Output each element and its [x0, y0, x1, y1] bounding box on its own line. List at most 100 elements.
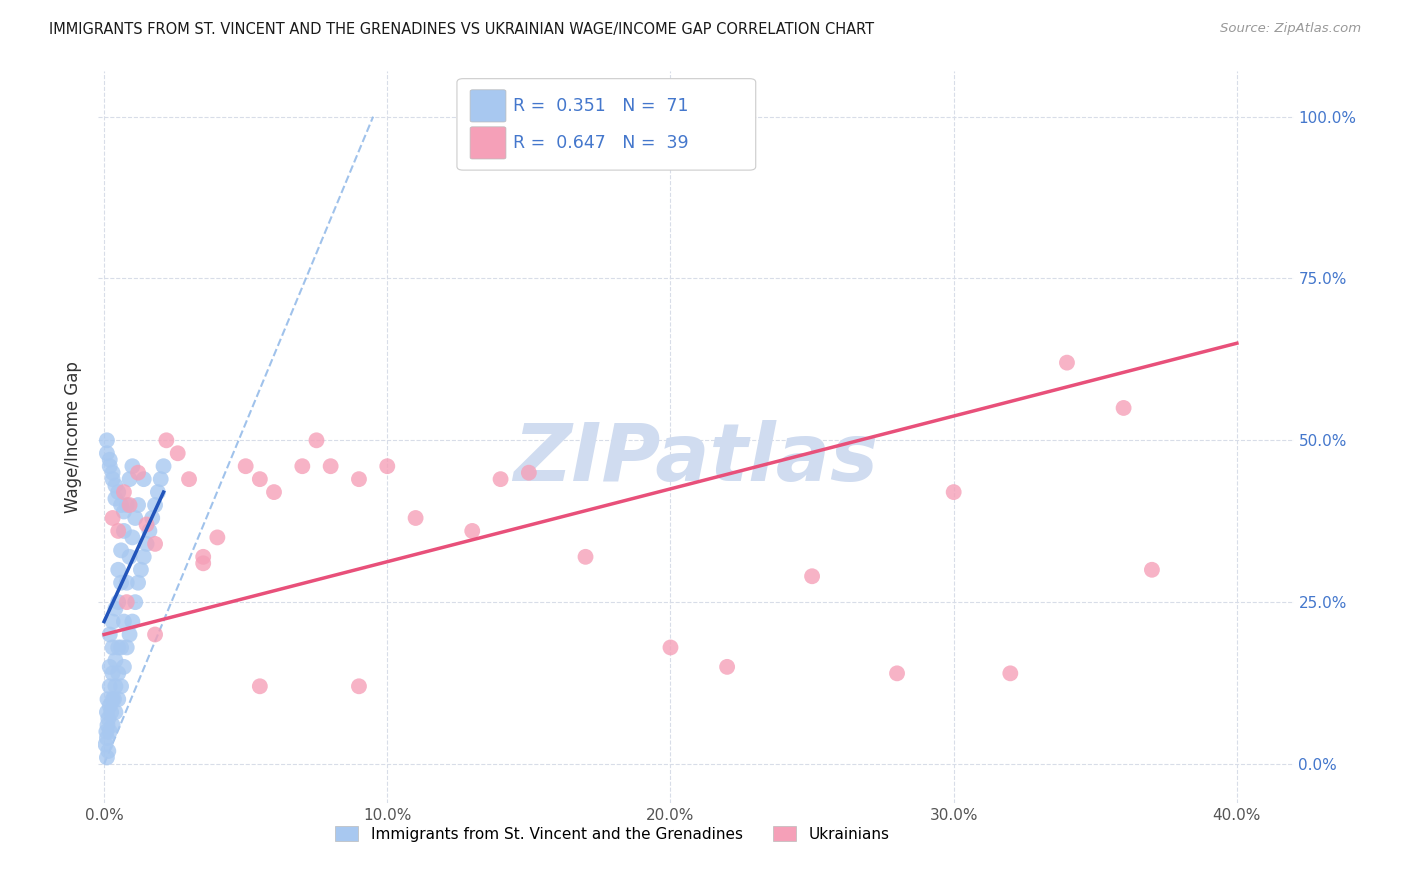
Point — [101, 466, 124, 480]
Point — [1140, 563, 1163, 577]
Point — [143, 627, 166, 641]
Text: R =  0.647   N =  39: R = 0.647 N = 39 — [513, 134, 689, 152]
Point — [101, 666, 124, 681]
Point — [659, 640, 682, 655]
Point — [110, 543, 132, 558]
Point — [942, 485, 965, 500]
Point — [94, 738, 117, 752]
Point — [98, 679, 121, 693]
Point — [249, 472, 271, 486]
Point — [107, 524, 129, 538]
Point — [135, 517, 157, 532]
Point — [132, 472, 155, 486]
Point — [103, 692, 125, 706]
Point — [101, 718, 124, 732]
Point — [143, 498, 166, 512]
Point — [347, 472, 370, 486]
Point — [127, 466, 149, 480]
Point — [138, 524, 160, 538]
Point — [716, 660, 738, 674]
Point — [121, 530, 143, 544]
Point — [263, 485, 285, 500]
Point — [291, 459, 314, 474]
Point — [801, 569, 824, 583]
Point — [305, 434, 328, 448]
Point — [207, 530, 229, 544]
Point — [155, 434, 177, 448]
Point — [101, 511, 124, 525]
Legend: Immigrants from St. Vincent and the Grenadines, Ukrainians: Immigrants from St. Vincent and the Gren… — [329, 820, 896, 847]
Point — [98, 459, 121, 474]
Point — [1056, 356, 1078, 370]
Point — [141, 511, 163, 525]
Point — [319, 459, 342, 474]
Point — [112, 660, 135, 674]
Point — [110, 640, 132, 655]
Point — [104, 705, 127, 719]
Y-axis label: Wage/Income Gap: Wage/Income Gap — [65, 361, 83, 513]
Point — [104, 478, 127, 492]
Text: R =  0.351   N =  71: R = 0.351 N = 71 — [513, 97, 689, 115]
Point — [112, 615, 135, 629]
Point — [96, 724, 118, 739]
Point — [112, 504, 135, 518]
Point — [107, 666, 129, 681]
Point — [129, 563, 152, 577]
Point — [574, 549, 596, 564]
Point — [96, 692, 118, 706]
Point — [115, 640, 138, 655]
Text: Source: ZipAtlas.com: Source: ZipAtlas.com — [1220, 22, 1361, 36]
Point — [104, 679, 127, 693]
Point — [489, 472, 512, 486]
Point — [110, 679, 132, 693]
Point — [115, 498, 138, 512]
Point — [1112, 401, 1135, 415]
Point — [107, 640, 129, 655]
Point — [124, 595, 146, 609]
Point — [96, 731, 118, 745]
Point — [235, 459, 257, 474]
Point — [886, 666, 908, 681]
Point — [104, 601, 127, 615]
Point — [98, 698, 121, 713]
Point — [121, 459, 143, 474]
Point — [375, 459, 398, 474]
Point — [143, 537, 166, 551]
Point — [98, 627, 121, 641]
Point — [249, 679, 271, 693]
Point — [118, 549, 141, 564]
Text: ZIPatlas: ZIPatlas — [513, 420, 879, 498]
FancyBboxPatch shape — [470, 127, 506, 159]
Point — [110, 575, 132, 590]
Point — [97, 712, 120, 726]
Point — [96, 434, 118, 448]
Point — [96, 750, 118, 764]
Point — [98, 724, 121, 739]
Point — [107, 563, 129, 577]
Point — [107, 485, 129, 500]
Point — [97, 744, 120, 758]
Point — [132, 549, 155, 564]
Point — [127, 575, 149, 590]
Point — [104, 653, 127, 667]
Point — [118, 472, 141, 486]
FancyBboxPatch shape — [470, 90, 506, 122]
Point — [517, 466, 540, 480]
Point — [101, 640, 124, 655]
Point — [149, 472, 172, 486]
Point — [112, 524, 135, 538]
FancyBboxPatch shape — [457, 78, 756, 170]
Point — [110, 498, 132, 512]
Point — [135, 537, 157, 551]
Point — [112, 485, 135, 500]
Point — [121, 615, 143, 629]
Point — [347, 679, 370, 693]
Point — [101, 472, 124, 486]
Point — [115, 575, 138, 590]
Point — [405, 511, 427, 525]
Point — [115, 595, 138, 609]
Point — [101, 615, 124, 629]
Point — [118, 498, 141, 512]
Point — [107, 595, 129, 609]
Point — [96, 718, 118, 732]
